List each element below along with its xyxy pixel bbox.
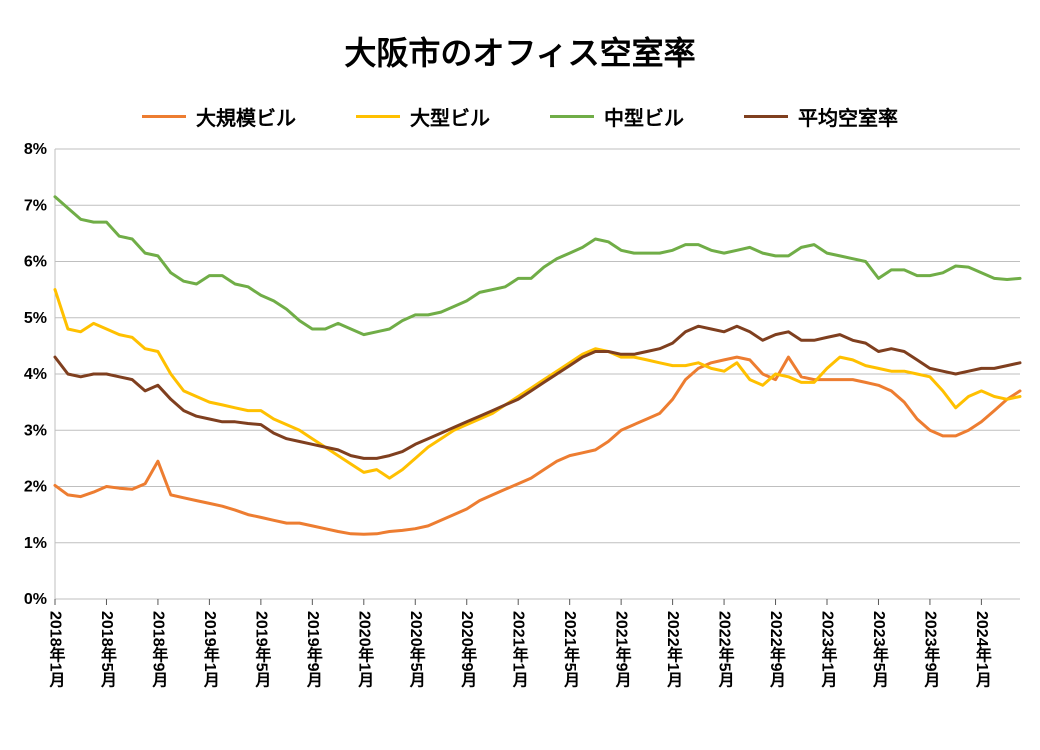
x-axis-label: 2018年9月 — [149, 611, 169, 689]
legend-label: 大規模ビル — [196, 102, 296, 131]
legend-item: 中型ビル — [550, 102, 684, 131]
series-line — [55, 197, 1020, 335]
x-axis-label: 2018年1月 — [47, 611, 67, 689]
x-axis-label: 2021年5月 — [561, 611, 581, 689]
y-axis-label: 4% — [24, 366, 47, 383]
x-axis-label: 2019年1月 — [201, 611, 221, 689]
legend-label: 平均空室率 — [798, 102, 898, 131]
legend-swatch — [550, 115, 594, 118]
y-axis-label: 8% — [24, 141, 47, 158]
series-line — [55, 326, 1020, 458]
y-axis-label: 2% — [24, 479, 47, 496]
x-axis-label: 2020年5月 — [407, 611, 427, 689]
line-chart: 0% 1% 2% 3% 4% 5% 6% 7% 8% 2018年1月 2018年5月 2018年9月 2… — [0, 139, 1040, 749]
y-axis-label: 6% — [24, 254, 47, 271]
x-axis-label: 2020年9月 — [458, 611, 478, 689]
x-axis-label: 2021年1月 — [510, 611, 530, 689]
y-axis-label: 5% — [24, 310, 47, 327]
x-axis-label: 2022年1月 — [664, 611, 684, 689]
y-axis-label: 3% — [24, 422, 47, 439]
x-axis-label: 2019年5月 — [252, 611, 272, 689]
x-axis-label: 2022年9月 — [767, 611, 787, 689]
legend-label: 中型ビル — [604, 102, 684, 131]
legend-swatch — [356, 115, 400, 118]
x-axis-label: 2023年5月 — [870, 611, 890, 689]
y-axis-label: 1% — [24, 535, 47, 552]
legend-item: 平均空室率 — [744, 102, 898, 131]
y-axis-label: 0% — [24, 591, 47, 608]
x-axis-label: 2021年9月 — [613, 611, 633, 689]
legend-swatch — [744, 115, 788, 118]
chart-container: 大阪市のオフィス空室率 大規模ビル 大型ビル 中型ビル 平均空室率 0% 1% 2% 3% 4… — [0, 0, 1040, 750]
x-axis-label: 2022年5月 — [716, 611, 736, 689]
x-axis-label: 2018年5月 — [98, 611, 118, 689]
legend-swatch — [142, 115, 186, 118]
y-axis-label: 7% — [24, 197, 47, 214]
x-axis-label: 2023年1月 — [819, 611, 839, 689]
legend-item: 大型ビル — [356, 102, 490, 131]
chart-title: 大阪市のオフィス空室率 — [0, 0, 1040, 74]
chart-legend: 大規模ビル 大型ビル 中型ビル 平均空室率 — [0, 102, 1040, 131]
x-axis-label: 2023年9月 — [921, 611, 941, 689]
x-axis-label: 2020年1月 — [355, 611, 375, 689]
x-axis-label: 2024年1月 — [973, 611, 993, 689]
legend-item: 大規模ビル — [142, 102, 296, 131]
legend-label: 大型ビル — [410, 102, 490, 131]
x-axis-label: 2019年9月 — [304, 611, 324, 689]
